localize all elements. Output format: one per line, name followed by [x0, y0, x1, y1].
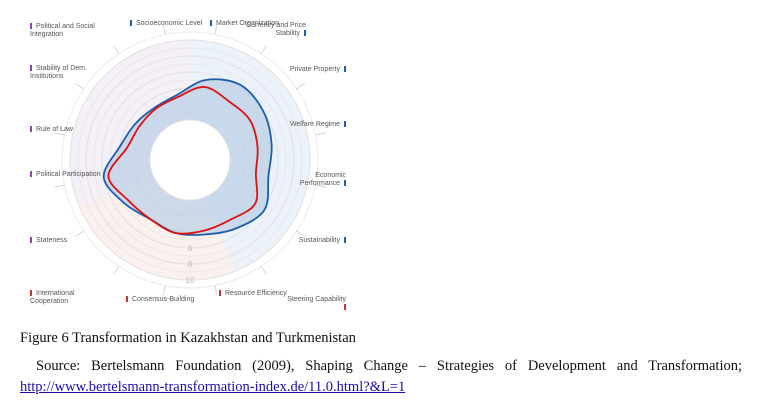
- axis-color-marker: [126, 296, 128, 302]
- scale-tick-label: 10: [186, 276, 195, 285]
- axis-label: Welfare Regime: [286, 121, 346, 129]
- leader-line: [75, 230, 84, 238]
- axis-color-marker: [30, 65, 32, 71]
- leader-line: [112, 45, 120, 54]
- grid-ring: [77, 47, 303, 273]
- grid-ring: [85, 55, 295, 265]
- scale-tick-label: 8: [188, 260, 193, 269]
- axis-color-marker: [30, 237, 32, 243]
- axis-label-text: Private Property: [289, 66, 340, 73]
- leader-line: [260, 266, 268, 275]
- series-line-turkmenistan: [107, 86, 259, 235]
- axis-label: International Cooperation: [30, 290, 110, 306]
- leader-line: [214, 24, 218, 35]
- radar-chart-svg: 6 8 10: [54, 24, 326, 296]
- axis-color-marker: [210, 20, 212, 26]
- axis-label-text: Political Participation: [36, 171, 101, 178]
- grid-ring: [69, 39, 311, 281]
- leader-line: [75, 82, 84, 90]
- axis-label-text: Socioeconomic Level: [136, 20, 203, 27]
- axis-color-marker: [30, 126, 32, 132]
- axis-label: Steering Capability: [286, 296, 346, 312]
- leader-line: [112, 266, 120, 275]
- axis-label: Currency and Price Stability: [246, 22, 306, 38]
- axis-label: Resource Efficiency: [219, 290, 299, 298]
- radar-chart: 6 8 10 Socioeconomic Level Market Organizat…: [30, 20, 346, 312]
- axis-color-marker: [30, 23, 32, 29]
- axis-label-text: Stateness: [36, 237, 68, 244]
- outer-ring: [61, 31, 319, 289]
- scale-tick-label: 6: [188, 244, 193, 253]
- axis-label: Economic Performance: [286, 172, 346, 188]
- figure-caption: Figure 6 Transformation in Kazakhstan an…: [20, 330, 356, 346]
- source-note: Source: Bertelsmann Foundation (2009), S…: [20, 356, 742, 398]
- axis-label: Stateness: [30, 237, 110, 245]
- axis-color-marker: [304, 30, 306, 36]
- axis-color-marker: [130, 20, 132, 26]
- axis-label-text: Currency and Price Stability: [246, 22, 306, 37]
- leader-line: [214, 285, 218, 296]
- axis-color-marker: [344, 121, 346, 127]
- axis-color-marker: [344, 237, 346, 243]
- axis-color-marker: [344, 180, 346, 186]
- axis-color-marker: [219, 290, 221, 296]
- axis-label: Political and Social Integration: [30, 23, 110, 39]
- axis-label-text: Stability of Dem. Institutions: [30, 65, 87, 80]
- leader-line: [296, 82, 305, 90]
- axis-label: Socioeconomic Level: [130, 20, 210, 28]
- axis-label: Stability of Dem. Institutions: [30, 65, 110, 81]
- leader-line: [296, 230, 305, 238]
- leader-line: [315, 184, 326, 188]
- leader-line: [54, 184, 65, 188]
- axis-label-text: Consensus-Building: [132, 296, 195, 303]
- leader-line: [162, 285, 166, 296]
- source-text: Source: Bertelsmann Foundation (2009), S…: [36, 358, 742, 374]
- center-disc: [149, 119, 231, 201]
- axis-label: Sustainability: [286, 237, 346, 245]
- axis-label-text: Market Organization: [216, 20, 280, 27]
- leader-line: [315, 132, 326, 136]
- axis-label: Rule of Law: [30, 126, 110, 134]
- axis-color-marker: [344, 66, 346, 72]
- axis-label-text: Political and Social Integration: [30, 23, 95, 38]
- axis-label-text: Sustainability: [298, 237, 340, 244]
- axis-color-marker: [30, 171, 32, 177]
- grid-ring: [101, 71, 279, 249]
- leader-line: [260, 45, 268, 54]
- axis-label: Political Participation: [30, 171, 110, 179]
- axis-label-text: Rule of Law: [36, 126, 73, 133]
- axis-label-text: International Cooperation: [30, 290, 75, 305]
- axis-color-marker: [344, 304, 346, 310]
- leader-line: [162, 24, 166, 35]
- axis-label: Private Property: [286, 66, 346, 74]
- axis-label: Consensus-Building: [126, 296, 206, 304]
- axis-label-text: Resource Efficiency: [225, 290, 287, 297]
- axis-label-text: Welfare Regime: [289, 121, 340, 128]
- leader-line: [54, 132, 65, 136]
- axis-color-marker: [30, 290, 32, 296]
- axis-label-text: Steering Capability: [287, 296, 346, 303]
- grid-ring: [93, 63, 287, 257]
- axis-label-text: Economic Performance: [299, 172, 346, 187]
- axis-label: Market Organization: [210, 20, 290, 28]
- source-link[interactable]: http://www.bertelsmann-transformation-in…: [20, 379, 406, 395]
